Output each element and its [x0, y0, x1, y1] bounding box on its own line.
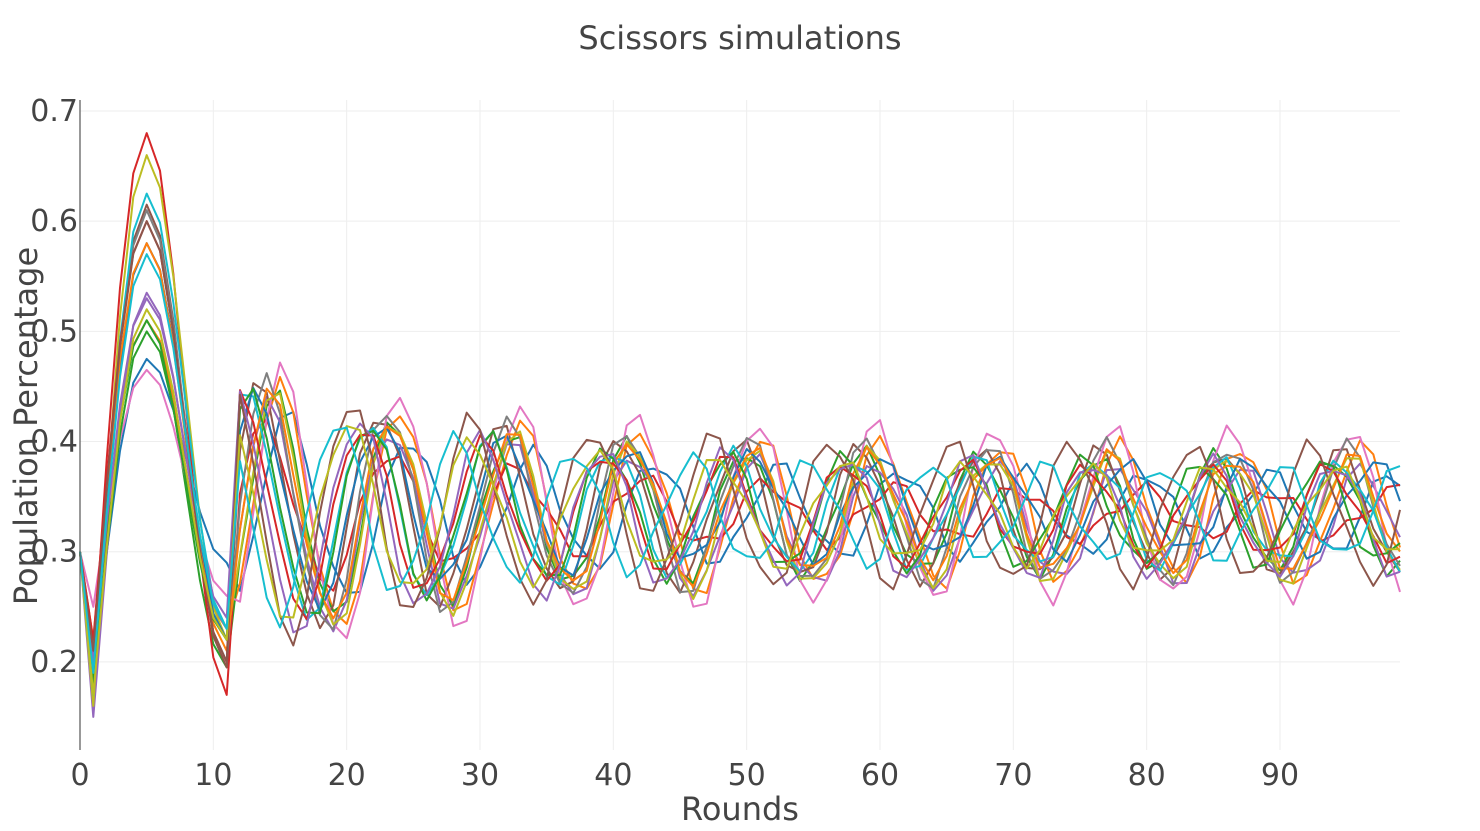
series-line	[79, 220, 1401, 663]
series-line	[79, 253, 1401, 674]
x-tick-label: 50	[728, 758, 766, 793]
y-tick-label: 0.2	[30, 645, 78, 680]
y-tick-label: 0.7	[30, 94, 78, 129]
x-tick-label: 0	[70, 758, 89, 793]
x-tick-label: 90	[1261, 758, 1299, 793]
y-tick-label: 0.4	[30, 425, 78, 460]
series-line	[79, 209, 1401, 674]
series-line	[79, 203, 1401, 685]
series-line	[79, 308, 1400, 696]
y-tick-label: 0.3	[30, 535, 78, 570]
x-tick-label: 80	[1128, 758, 1166, 793]
x-tick-label: 30	[461, 758, 499, 793]
y-tick-label: 0.5	[30, 314, 78, 349]
series-line	[79, 154, 1401, 707]
x-tick-label: 70	[994, 758, 1032, 793]
x-axis-label: Rounds	[681, 790, 799, 828]
y-tick-label: 0.6	[30, 204, 78, 239]
x-tick-label: 60	[861, 758, 899, 793]
y-axis-label: Population Percentage	[7, 247, 45, 605]
series-line	[79, 361, 1401, 640]
series-line	[79, 242, 1401, 652]
x-tick-label: 10	[194, 758, 232, 793]
axes: 0 10 20 30 40 50 60 70 80 90 0.2 0.3 0.4 0.5 0.6 0.7	[30, 94, 1299, 793]
chart-title: Scissors simulations	[578, 19, 901, 57]
series-line	[79, 297, 1401, 663]
x-tick-label: 20	[328, 758, 366, 793]
series-group	[79, 132, 1401, 718]
x-tick-label: 40	[594, 758, 632, 793]
